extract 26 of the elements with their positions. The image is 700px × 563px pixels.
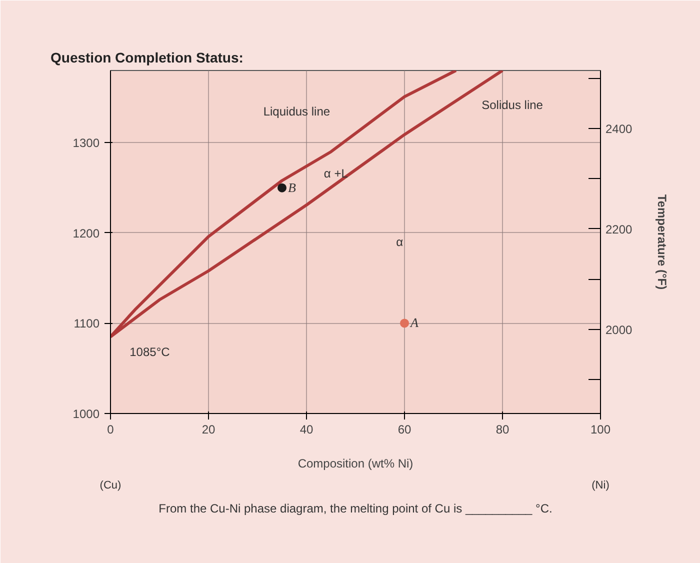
annotation: Liquidus line bbox=[263, 104, 330, 119]
annotation: α bbox=[396, 235, 404, 249]
y-tick-label: 1300 bbox=[72, 136, 100, 150]
y-tick-label: 1200 bbox=[72, 226, 100, 240]
annotation: Solidus line bbox=[482, 98, 544, 112]
y-tick-label: 1000 bbox=[72, 407, 100, 421]
y-tick-label: 1100 bbox=[74, 316, 100, 331]
annotation: α +L bbox=[324, 166, 348, 180]
y2-axis-title: Temperature (°F) bbox=[655, 194, 670, 290]
x-tick-label: 80 bbox=[496, 422, 510, 436]
y2-tick-label: 2400 bbox=[606, 122, 633, 136]
x-tick-label: 0 bbox=[107, 422, 114, 436]
x-axis-title: Composition (wt% Ni) bbox=[298, 456, 414, 470]
series-label: A bbox=[410, 315, 418, 330]
text: (Ni) bbox=[592, 480, 610, 492]
chart-title: Question Completion Status: bbox=[50, 50, 244, 66]
y2-tick-label: 2000 bbox=[606, 322, 633, 337]
series-label: B bbox=[288, 180, 296, 195]
x-tick-label: 40 bbox=[300, 422, 314, 436]
annotation: 1085°C bbox=[130, 344, 170, 359]
text: From the Cu-Ni phase diagram, the melting point of Cu is __________ °C. bbox=[158, 502, 552, 516]
y2-tick-label: 2200 bbox=[606, 222, 633, 236]
x-tick-label: 100 bbox=[590, 422, 611, 436]
x-tick-label: 60 bbox=[398, 422, 412, 436]
text: (Cu) bbox=[100, 480, 122, 492]
x-tick-label: 20 bbox=[202, 422, 216, 436]
